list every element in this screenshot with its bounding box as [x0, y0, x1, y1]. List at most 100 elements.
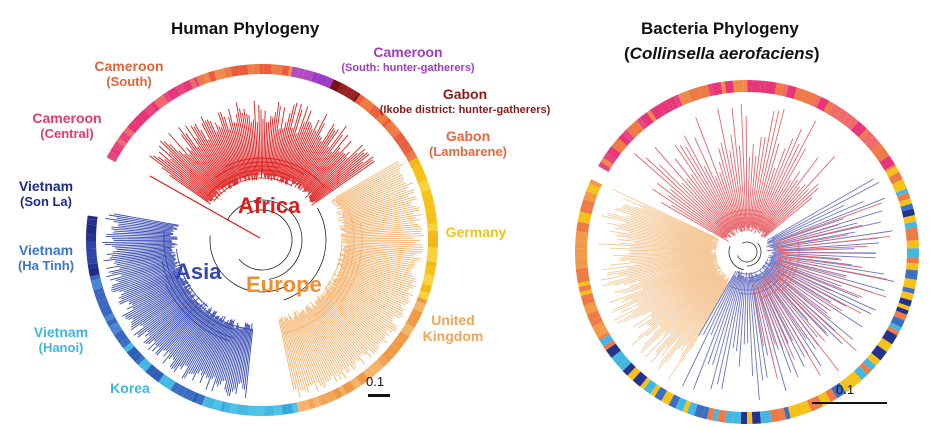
ring-segment: [217, 68, 226, 80]
branch: [180, 134, 226, 193]
ring-segment: [901, 208, 915, 218]
branch: [288, 129, 313, 181]
branch: [637, 269, 722, 329]
branch: [292, 319, 318, 383]
branch: [771, 280, 826, 342]
backbone-arc: [728, 245, 744, 271]
label-vietnam-hanoi: Vietnam (Hanoi): [16, 324, 106, 356]
branch-arc: [739, 229, 753, 232]
branch: [283, 316, 307, 392]
branch: [241, 112, 254, 181]
branch-arc: [714, 245, 722, 271]
branch: [685, 146, 735, 231]
ring-segment: [350, 376, 362, 390]
ring-segment: [312, 396, 321, 408]
ring-segment: [195, 393, 206, 406]
ring-segment: [903, 215, 917, 224]
branch: [301, 309, 342, 380]
branch: [284, 321, 304, 391]
branch: [614, 261, 716, 294]
branch: [341, 205, 416, 223]
branch: [316, 305, 365, 365]
ring-segment: [893, 310, 908, 321]
ring-segment: [127, 120, 141, 134]
branch: [680, 283, 728, 357]
branch: [720, 142, 743, 233]
ring-segment: [774, 82, 784, 96]
subtitle-species: Collinsella aerofaciens: [629, 44, 814, 63]
branch: [188, 319, 219, 375]
branch: [206, 119, 238, 185]
ring-segment: [873, 146, 890, 163]
ring-segment: [609, 146, 621, 157]
ring-segment: [720, 81, 727, 94]
label-cameroon-hg-name: Cameroon: [373, 44, 443, 60]
ring-segment: [118, 131, 132, 144]
ring-segment: [576, 221, 590, 233]
ring-segment: [371, 107, 383, 120]
branch: [683, 135, 735, 230]
ring-segment: [258, 405, 265, 417]
ring-segment: [252, 64, 260, 75]
ring-segment: [137, 109, 151, 123]
branch: [332, 170, 400, 205]
branch: [111, 249, 173, 257]
ring-segment: [86, 218, 98, 226]
branch: [132, 284, 190, 320]
branch: [105, 236, 178, 239]
branch: [340, 266, 410, 290]
branch: [320, 295, 378, 351]
branch: [184, 153, 217, 191]
branch-arc: [710, 242, 725, 281]
ring-segment: [862, 357, 876, 371]
ring-segment: [825, 388, 838, 403]
branch: [340, 271, 409, 300]
ring-segment: [123, 126, 135, 138]
ring-segment: [181, 79, 194, 93]
branch: [185, 125, 227, 187]
branch: [682, 270, 739, 387]
ring-segment: [86, 224, 97, 235]
ring-segment: [213, 69, 221, 81]
label-gabon-lambarene: Gabon (Lambarene): [418, 128, 518, 160]
ring-segment: [126, 346, 140, 359]
branch: [759, 120, 816, 229]
branch: [217, 112, 242, 180]
branch: [235, 114, 251, 181]
ring-segment: [405, 317, 418, 328]
ring-segment: [898, 198, 912, 207]
ring-segment: [905, 231, 919, 241]
branch: [162, 311, 205, 364]
branch: [211, 320, 234, 380]
branch: [116, 217, 174, 228]
branch: [759, 180, 791, 231]
branch: [161, 167, 209, 202]
branch: [307, 151, 350, 194]
ring-segment: [853, 366, 868, 380]
ring-segment: [682, 400, 692, 414]
africa-branches: [149, 100, 375, 206]
branch: [679, 145, 734, 231]
branch: [165, 303, 208, 351]
branch-arc: [340, 222, 363, 302]
branch: [667, 195, 728, 239]
branch: [343, 257, 412, 275]
branch: [781, 251, 877, 255]
label-cameroon-central-name: Cameroon: [32, 110, 102, 126]
branch: [732, 275, 745, 349]
branch: [293, 136, 322, 185]
branch: [309, 306, 356, 371]
branch: [680, 280, 729, 351]
branch: [314, 301, 362, 357]
branch: [286, 317, 310, 387]
branch: [769, 231, 856, 249]
ring-segment: [290, 66, 300, 78]
ring-segment: [243, 405, 249, 416]
branch: [757, 128, 802, 227]
branch: [614, 227, 711, 246]
branch: [714, 176, 738, 229]
ring-segment: [213, 399, 223, 411]
branch-arc: [779, 256, 792, 282]
branch-arc: [714, 209, 763, 225]
label-gabon-ikobe: Gabon (Ikobe district: hunter-gatherers): [365, 86, 565, 118]
